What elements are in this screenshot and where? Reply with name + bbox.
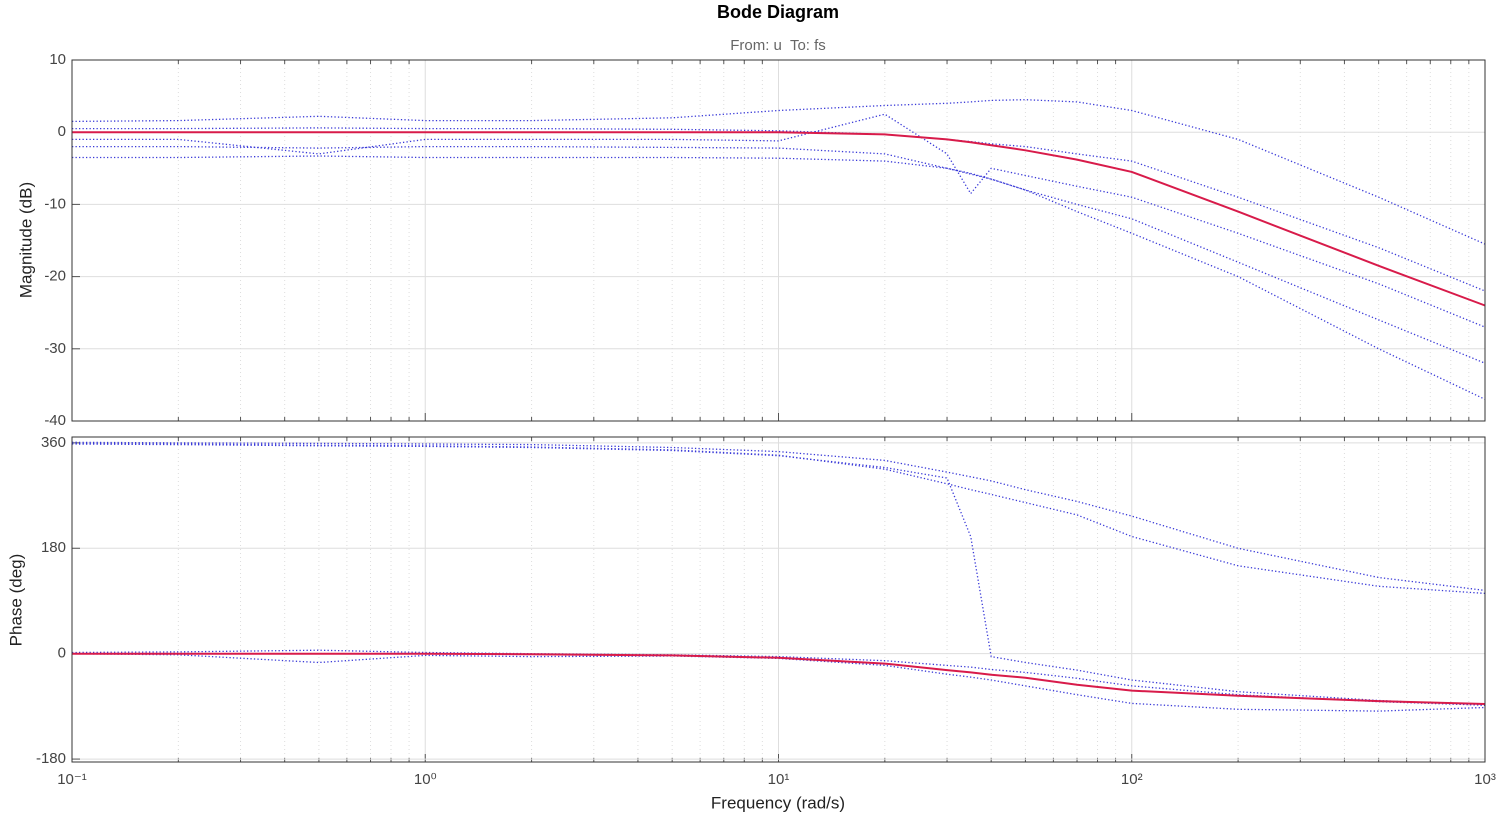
y-tick-label: -30 <box>44 340 66 357</box>
series-line <box>71 442 1486 595</box>
y-axis-label: Phase (deg) <box>6 554 25 647</box>
series-line <box>72 113 1486 328</box>
y-tick-label: -20 <box>44 268 66 285</box>
x-axis-label: Frequency (rad/s) <box>711 793 845 812</box>
y-tick-label: -180 <box>36 750 66 767</box>
y-tick-label: 0 <box>58 123 66 140</box>
series-line <box>71 99 1486 245</box>
y-tick-label: -10 <box>44 195 66 212</box>
y-tick-label: 0 <box>58 645 66 662</box>
y-tick-label: 10 <box>49 51 66 68</box>
plot-frame <box>71 59 1486 422</box>
y-axis-label: Magnitude (dB) <box>16 182 35 298</box>
x-tick-label: 10² <box>1121 771 1143 788</box>
plot-frame <box>71 436 1486 763</box>
series-line <box>71 441 1486 592</box>
x-tick-label: 10³ <box>1474 771 1496 788</box>
y-tick-label: 180 <box>41 539 66 556</box>
y-tick-label: 360 <box>41 434 66 451</box>
x-tick-label: 10¹ <box>768 771 790 788</box>
x-tick-label: 10⁰ <box>414 771 437 788</box>
x-tick-label: 10⁻¹ <box>57 771 87 788</box>
chart-title: Bode Diagram <box>717 2 839 22</box>
series-line <box>72 652 1486 705</box>
series-line <box>71 649 1486 706</box>
chart-subtitle: From: u To: fs <box>730 37 826 54</box>
series-line <box>72 155 1486 364</box>
series-line <box>72 131 1486 307</box>
series-line <box>71 443 1486 706</box>
y-tick-label: -40 <box>44 412 66 429</box>
